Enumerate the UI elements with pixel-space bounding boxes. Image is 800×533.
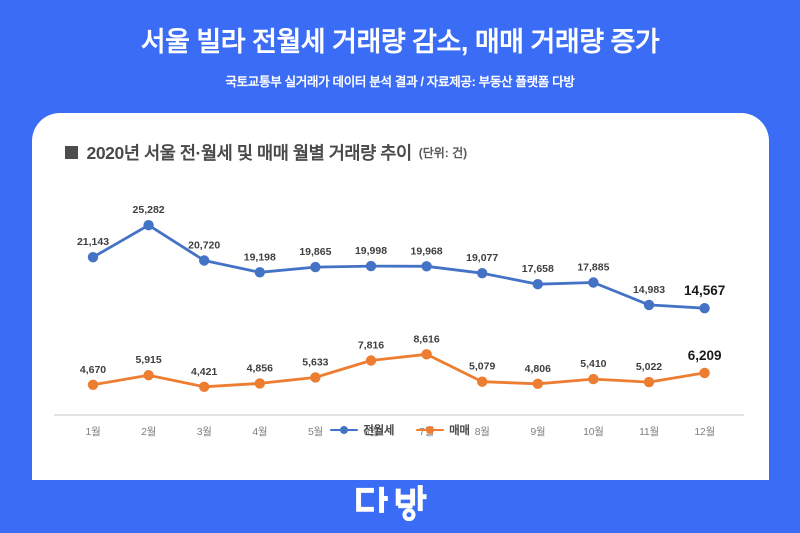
data-point (643, 376, 654, 388)
data-point (309, 372, 321, 383)
header: 서울 빌라 전월세 거래량 감소, 매매 거래량 증가 국토교통부 실거래가 데… (0, 0, 800, 90)
data-point (698, 303, 710, 314)
data-point-label: 5,633 (302, 356, 328, 368)
x-axis-label: 10월 (583, 426, 603, 438)
page-subtitle: 국토교통부 실거래가 데이터 분석 결과 / 자료제공: 부동산 플랫폼 다방 (225, 75, 575, 90)
data-point (365, 260, 376, 272)
data-point (365, 355, 376, 366)
dabang-logo (356, 485, 427, 522)
series-line (91, 352, 706, 389)
data-point (198, 381, 209, 393)
series-line (91, 223, 706, 310)
footer (0, 485, 800, 522)
x-axis-label: 6월 (363, 426, 378, 438)
chart-heading-row: 2020년 서울 전·월세 및 매매 월별 거래량 추이 (단위: 건) (32, 113, 769, 165)
data-point-label: 17,658 (521, 263, 553, 275)
legend-item: 전월세 (330, 422, 394, 438)
data-point-label: 6,209 (687, 348, 721, 363)
data-point-label: 14,567 (683, 283, 724, 298)
legend-marker-icon (330, 426, 359, 435)
data-point-label: 5,022 (635, 361, 661, 373)
data-point-label: 5,079 (469, 361, 495, 373)
x-axis-label: 4월 (252, 426, 267, 438)
x-axis-label: 9월 (530, 426, 545, 438)
transaction-volume-line-chart: 1월2월3월4월5월6월7월8월9월10월11월12월21,14325,2822… (53, 204, 744, 438)
x-axis-label: 3월 (196, 426, 211, 438)
data-point-label: 5,915 (135, 354, 161, 366)
data-point (87, 252, 98, 263)
data-point (587, 277, 599, 288)
data-point-label: 19,077 (466, 252, 498, 264)
chart-unit-label: (단위: 건) (418, 146, 468, 161)
x-axis-label: 1월 (85, 426, 100, 438)
data-point-label: 5,410 (580, 358, 606, 370)
data-point (142, 220, 154, 231)
data-point-label: 14,983 (632, 284, 664, 296)
x-axis-label: 5월 (307, 426, 322, 438)
legend-label: 매매 (449, 425, 470, 438)
data-point (198, 255, 209, 266)
data-point-label: 8,616 (413, 333, 439, 345)
chart-heading: 2020년 서울 전·월세 및 매매 월별 거래량 추이 (86, 143, 413, 164)
data-point-label: 25,282 (132, 204, 164, 216)
data-point-label: 4,806 (524, 363, 550, 375)
data-point-label: 20,720 (188, 240, 220, 252)
data-point (587, 373, 599, 385)
x-axis-label: 11월 (639, 426, 659, 438)
data-point (476, 376, 487, 387)
page-title: 서울 빌라 전월세 거래량 감소, 매매 거래량 증가 (140, 27, 660, 57)
data-point (254, 378, 265, 389)
data-point-label: 19,998 (354, 245, 386, 257)
data-point (643, 299, 654, 311)
data-point-label: 4,670 (79, 364, 105, 376)
legend-label: 전월세 (363, 425, 395, 438)
data-point (476, 268, 487, 279)
x-axis-label: 2월 (141, 426, 156, 438)
data-point (698, 367, 710, 379)
data-point (254, 267, 265, 278)
data-point (142, 370, 154, 381)
data-point (309, 261, 321, 273)
data-point-label: 4,421 (191, 366, 217, 378)
square-bullet-icon (64, 146, 78, 160)
x-axis-label: 12월 (694, 426, 714, 438)
data-point-label: 4,856 (246, 362, 272, 374)
chart-legend: 전월세 매매 (32, 422, 769, 438)
data-point-label: 19,198 (243, 251, 275, 263)
data-point (420, 261, 432, 272)
chart-card: 2020년 서울 전·월세 및 매매 월별 거래량 추이 (단위: 건) 1월 2… (31, 113, 769, 481)
data-point (87, 379, 98, 391)
data-point-label: 19,968 (410, 245, 442, 257)
legend-marker-icon (416, 426, 445, 435)
legend-item: 매매 (416, 422, 470, 438)
data-point (532, 279, 543, 290)
data-point-label: 21,143 (76, 236, 108, 248)
data-point-label: 19,865 (299, 246, 331, 258)
data-point (532, 378, 543, 390)
data-point-label: 7,816 (357, 340, 383, 352)
data-point (420, 349, 432, 360)
x-axis-label: 8월 (474, 426, 489, 438)
data-point-label: 17,885 (577, 262, 609, 274)
